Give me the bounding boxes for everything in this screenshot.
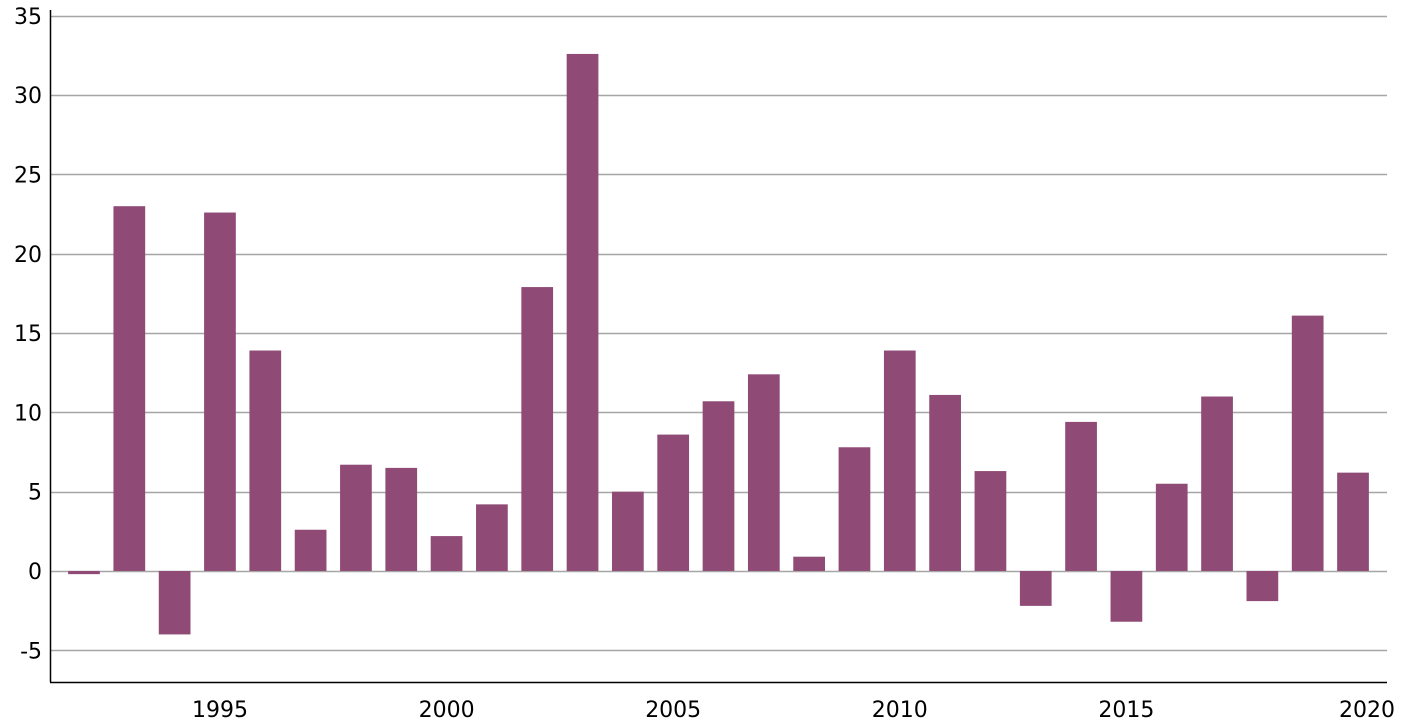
- y-tick-labels: -5 0 5 10 15 20 25 30 35: [14, 5, 42, 664]
- y-tick-label: 30: [14, 84, 42, 109]
- bar: [611, 491, 644, 571]
- axes: [49, 10, 1387, 684]
- y-tick-label: 10: [14, 401, 42, 426]
- bar: [1291, 315, 1324, 571]
- bar: [929, 394, 961, 571]
- bar: [747, 374, 780, 571]
- bar: [385, 467, 418, 571]
- bar: [1337, 472, 1369, 571]
- bar: [838, 447, 871, 571]
- bar: [294, 529, 327, 571]
- bar: [249, 350, 282, 571]
- bar: [68, 570, 100, 575]
- bar: [1246, 570, 1279, 602]
- bar: [158, 570, 191, 635]
- bar: [1110, 570, 1143, 622]
- bar: [883, 350, 916, 571]
- bar: [566, 53, 599, 571]
- bar: [521, 287, 554, 571]
- x-tick-label: 2005: [645, 698, 701, 721]
- y-tick-label: 15: [14, 322, 42, 347]
- y-tick-label: 35: [14, 5, 42, 30]
- x-tick-label: 2020: [1339, 698, 1395, 721]
- bar: [1065, 421, 1097, 571]
- bar: [702, 401, 735, 571]
- bar: [430, 536, 463, 571]
- bar: [340, 464, 372, 571]
- y-tick-label: -5: [20, 639, 42, 664]
- x-tick-labels: 1995 2000 2005 2010 2015 2020: [192, 698, 1395, 721]
- x-tick-label: 1995: [192, 698, 248, 721]
- bar: [1201, 396, 1233, 571]
- y-tick-label: 20: [14, 243, 42, 268]
- bar: [974, 471, 1007, 571]
- bar: [1019, 570, 1052, 606]
- bar: [1155, 483, 1188, 571]
- y-tick-label: 5: [28, 481, 42, 506]
- bar: [204, 212, 236, 571]
- bars: [68, 53, 1369, 635]
- bar: [657, 434, 690, 571]
- y-tick-label: 0: [28, 560, 42, 585]
- x-tick-label: 2000: [419, 698, 475, 721]
- y-tick-label: 25: [14, 164, 42, 189]
- bar: [113, 206, 146, 571]
- x-tick-label: 2015: [1098, 698, 1154, 721]
- x-tick-label: 2010: [872, 698, 928, 721]
- bar: [476, 504, 508, 571]
- bar: [793, 556, 826, 571]
